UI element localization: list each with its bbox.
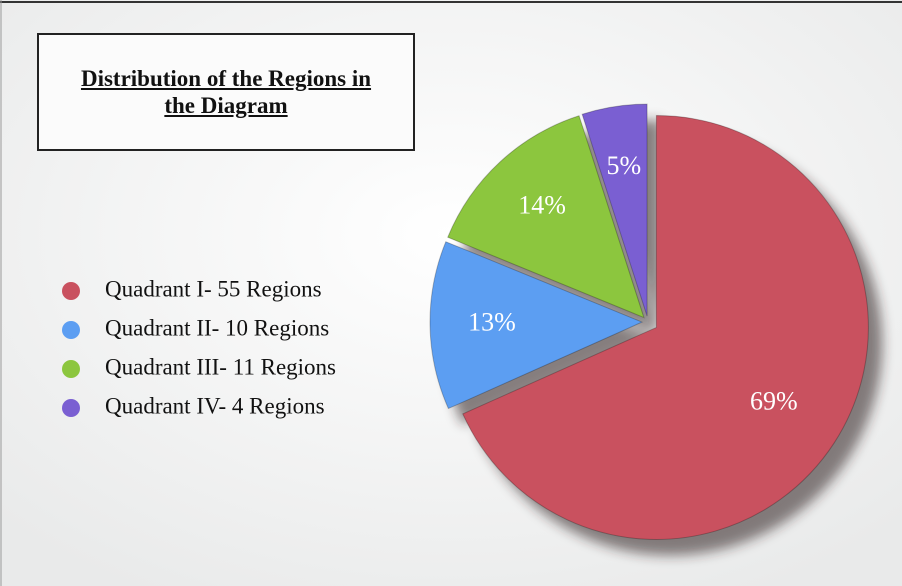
- legend-label: Quadrant IV- 4 Regions: [105, 393, 325, 418]
- value-label: 5%: [606, 151, 641, 180]
- value-label: 69%: [750, 387, 798, 416]
- legend-swatch: [62, 321, 80, 339]
- legend-swatch: [62, 399, 80, 417]
- legend-label: Quadrant III- 11 Regions: [105, 354, 336, 379]
- legend-label: Quadrant II- 10 Regions: [105, 315, 329, 340]
- value-label: 14%: [518, 190, 566, 219]
- pie-slice: [447, 115, 645, 319]
- pie-slice: [462, 114, 869, 540]
- legend-label: Quadrant I- 55 Regions: [105, 276, 322, 301]
- legend-swatch: [62, 282, 80, 300]
- value-label: 13%: [468, 307, 516, 336]
- chart-title: Distribution of the Regions in the Diagr…: [80, 66, 372, 118]
- title-box: Distribution of the Regions in the Diagr…: [37, 33, 415, 151]
- legend-swatch: [62, 360, 80, 378]
- pie-slice: [429, 241, 644, 410]
- pie-slice: [581, 103, 648, 317]
